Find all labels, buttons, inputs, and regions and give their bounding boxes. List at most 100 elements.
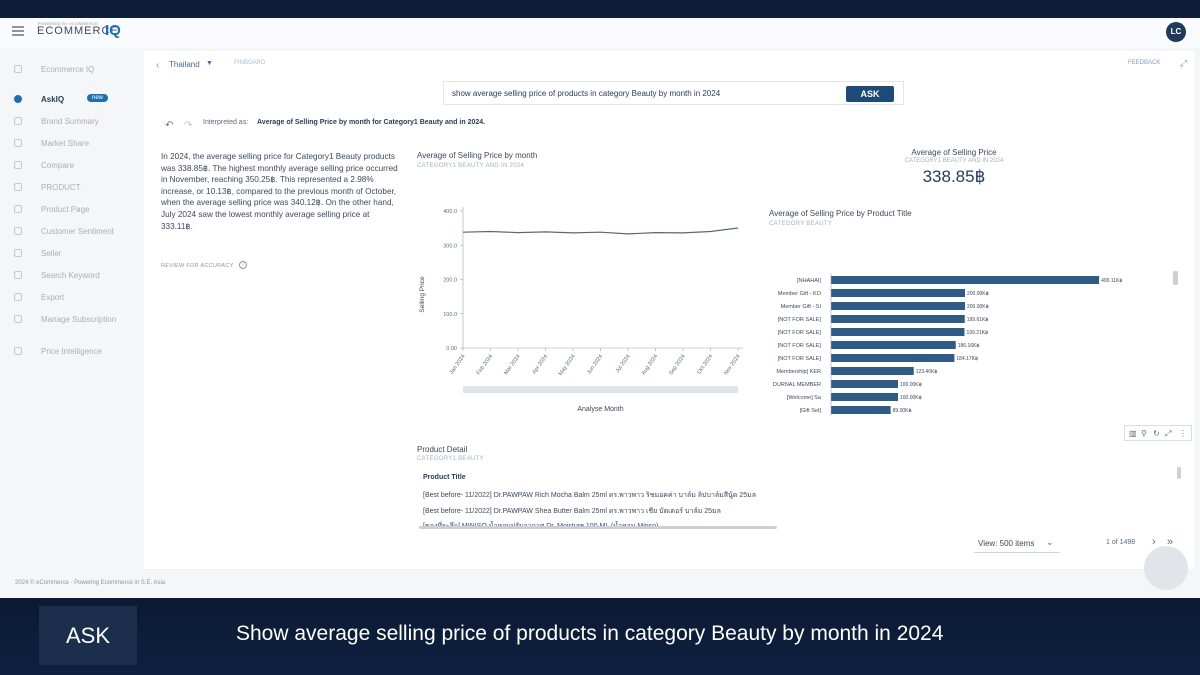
back-chevron-icon[interactable]: ‹ xyxy=(156,60,160,71)
expand-icon[interactable]: ⤢ xyxy=(1180,58,1188,68)
bar-category-label: [Gift Set] xyxy=(800,408,822,414)
line-chart: 0.00 100.0 200.0 300.0 400.0 Jan 2024 Feb 2024… xyxy=(419,207,743,413)
bar-category-label: Membership] KER xyxy=(776,369,821,375)
subscription-icon xyxy=(14,315,22,323)
fullscreen-icon[interactable]: ⤢ xyxy=(1165,429,1172,438)
compare-icon xyxy=(14,161,22,169)
bar xyxy=(831,341,956,349)
user-avatar[interactable]: LC xyxy=(1166,22,1186,42)
view-items-select[interactable]: View: 500 items ⌄ xyxy=(974,535,1060,553)
feedback-link[interactable]: FEEDBACK xyxy=(1128,60,1161,66)
next-page-icon[interactable]: › xyxy=(1152,536,1156,548)
sentiment-icon xyxy=(14,227,22,235)
pin-icon[interactable]: ⚲ xyxy=(1141,429,1147,438)
x-tick-label: Nov 2024 xyxy=(723,354,741,377)
table-row[interactable]: [Best before- 11/2022] Dr.PAWPAW Shea Bu… xyxy=(423,508,721,515)
pinboard-link[interactable]: PINBOARD xyxy=(234,60,266,66)
bar xyxy=(831,380,898,388)
range-slider xyxy=(463,386,738,393)
review-accuracy-label[interactable]: REVIEW FOR ACCURACY xyxy=(161,263,234,269)
y-tick-label: 0.00 xyxy=(446,346,457,352)
video-caption-bar: ASK Show average selling price of produc… xyxy=(0,598,1200,675)
x-tick-label: Jan 2024 xyxy=(449,354,467,376)
bar-value-label: 186.16K฿ xyxy=(958,343,980,349)
sidebar-item-manage-subscription[interactable]: Manage Subscription xyxy=(14,313,134,327)
search-icon xyxy=(14,271,22,279)
sidebar-item-product-page[interactable]: Product Page xyxy=(14,203,134,217)
logo-tagline: POWERED BY eCOMMERCE xyxy=(38,21,99,26)
sidebar-item-ecommerce-iq[interactable]: Ecommerce IQ xyxy=(14,63,134,77)
bar-chart-title: Average of Selling Price by Product Titl… xyxy=(769,209,912,218)
undo-icon[interactable]: ↶ xyxy=(165,120,174,131)
bar-chart-subtitle: CATEGORY BEAUTY xyxy=(769,221,833,227)
redo-icon[interactable]: ↷ xyxy=(184,120,193,131)
bar-value-label: 100.00K฿ xyxy=(900,395,922,401)
menu-icon[interactable] xyxy=(12,26,24,36)
info-icon[interactable]: i xyxy=(239,261,247,269)
line-chart-subtitle: CATEGORY1 BEAUTY AND IN 2024 xyxy=(417,163,525,169)
more-icon[interactable]: ⋮ xyxy=(1179,429,1187,438)
home-icon xyxy=(14,65,22,73)
caption-ask-label: ASK xyxy=(39,606,137,665)
page-icon xyxy=(14,205,22,213)
product-title-column-header[interactable]: Product Title xyxy=(423,474,466,481)
video-top-band xyxy=(0,0,1200,18)
y-tick-label: 100.0 xyxy=(443,312,457,318)
chevron-down-icon[interactable]: ▼ xyxy=(206,60,213,67)
sidebar-item-price-intelligence[interactable]: Price Intelligence xyxy=(14,345,134,359)
last-page-icon[interactable]: » xyxy=(1167,536,1174,548)
bar-category-label: [Welcome] Sa xyxy=(787,395,822,401)
sidebar-item-search-keyword[interactable]: Search Keyword xyxy=(14,269,134,283)
table-row[interactable]: [ของที่ระลึก] MINISO น้ำหอมปรับอากาศ Dr.… xyxy=(423,523,659,527)
bar-value-label: 200.00K฿ xyxy=(967,291,989,297)
x-tick-label: Aug 2024 xyxy=(641,354,659,377)
query-text[interactable]: show average selling price of products i… xyxy=(452,89,721,98)
ask-button[interactable]: ASK xyxy=(846,86,894,102)
bar-value-label: 200.00K฿ xyxy=(967,304,989,310)
kpi-value: 338.85฿ xyxy=(922,167,986,186)
bar-value-label: 89.00K฿ xyxy=(893,408,912,414)
product-detail-title: Product Detail xyxy=(417,445,468,454)
sidebar-item-export[interactable]: Export xyxy=(14,291,134,305)
chart-type-icon[interactable]: ▥ xyxy=(1129,429,1137,438)
answer-summary: In 2024, the average selling price for C… xyxy=(161,152,398,231)
bar-category-label: [NOT FOR SALE] xyxy=(778,330,822,336)
bar-chart: [NHAHAI] 400.11K฿ Member Gift - KO 200.00K฿… xyxy=(773,271,1178,416)
chat-button[interactable] xyxy=(1144,546,1188,590)
sidebar: Ecommerce IQ AskIQ new Brand Summary Mark… xyxy=(0,48,140,578)
bar xyxy=(831,276,1100,284)
country-select[interactable]: Thailand xyxy=(169,60,200,69)
pagination-status: 1 of 1498 xyxy=(1106,539,1136,546)
table-row[interactable]: [Best before- 11/2022] Dr.PAWPAW Rich Mo… xyxy=(423,492,757,499)
app-logo-iq: IQ xyxy=(105,22,121,39)
sidebar-item-askiq[interactable]: AskIQ new xyxy=(14,93,134,107)
vertical-scrollbar[interactable] xyxy=(1177,467,1181,479)
refresh-icon[interactable]: ↻ xyxy=(1153,429,1160,438)
y-tick-label: 400.0 xyxy=(443,209,457,215)
y-axis-label: Selling Price xyxy=(419,276,426,313)
sidebar-item-brand-summary[interactable]: Brand Summary xyxy=(14,115,134,129)
app-logo[interactable]: ECOMMERCE xyxy=(37,25,119,37)
sidebar-item-market-share[interactable]: Market Share xyxy=(14,137,134,151)
bar-value-label: 184.17K฿ xyxy=(956,356,978,362)
bar-category-label: [NOT FOR SALE] xyxy=(778,343,822,349)
product-icon xyxy=(14,183,22,191)
bar-category-label: [NOT FOR SALE] xyxy=(778,356,822,362)
query-input[interactable]: show average selling price of products i… xyxy=(443,81,904,105)
line-chart-title: Average of Selling Price by month xyxy=(417,151,538,160)
bar-value-label: 400.11K฿ xyxy=(1101,278,1122,284)
bar-value-label: 123.46K฿ xyxy=(916,369,938,375)
chart-toolbar: ▥ ⚲ ↻ ⤢ ⋮ xyxy=(1124,425,1192,441)
sidebar-item-product[interactable]: PRODUCT xyxy=(14,181,134,195)
bar-value-label: 100.00K฿ xyxy=(900,382,922,388)
y-tick-label: 200.0 xyxy=(443,278,457,284)
sidebar-item-customer-sentiment[interactable]: Customer Sentiment xyxy=(14,225,134,239)
horizontal-scrollbar[interactable] xyxy=(419,526,777,529)
bar xyxy=(831,315,965,323)
export-icon xyxy=(14,293,22,301)
sidebar-item-seller[interactable]: Seller xyxy=(14,247,134,261)
bar-category-label: DURNAL MEMBER xyxy=(773,382,821,388)
x-tick-label: Apr 2024 xyxy=(531,354,549,376)
bar-category-label: [NHAHAI] xyxy=(797,278,821,284)
sidebar-item-compare[interactable]: Compare xyxy=(14,159,134,173)
